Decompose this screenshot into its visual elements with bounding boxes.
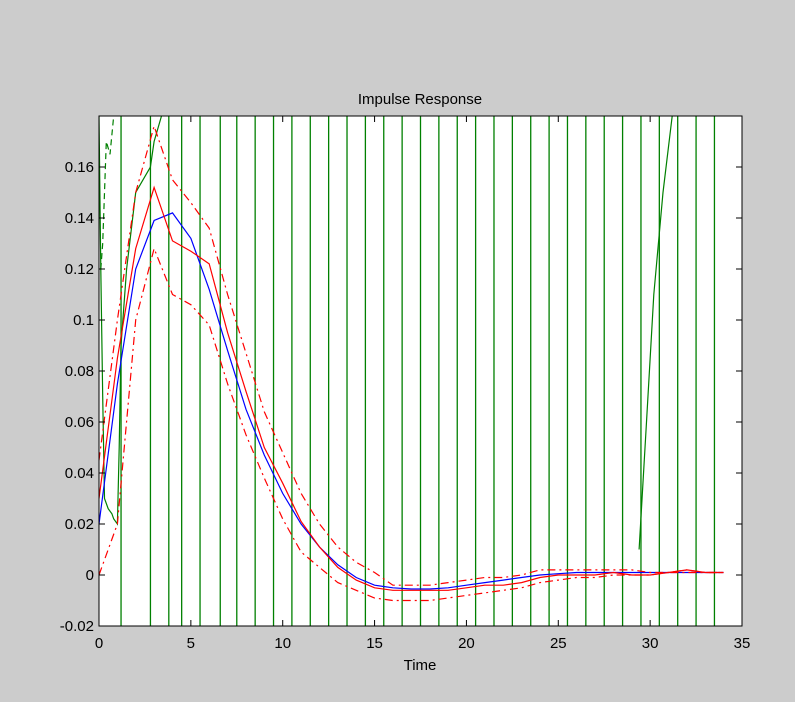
x-tick-label-0: 0 — [95, 635, 103, 652]
axis-ticks: 0 5 10 15 20 25 30 35-0.0200.020.040.060.080.10… — [60, 116, 751, 652]
y-tick-label-8: 0.14 — [65, 210, 94, 227]
green-lines-group — [120, 116, 716, 626]
y-tick-label-2: 0.02 — [65, 516, 94, 533]
series-line-2 — [638, 116, 673, 550]
x-tick-label-3: 15 — [366, 635, 383, 652]
y-tick-label-7: 0.12 — [65, 261, 94, 278]
series-line-3 — [99, 212, 724, 590]
x-tick-label-4: 20 — [458, 635, 475, 652]
y-tick-label-3: 0.04 — [65, 465, 94, 482]
x-tick-label-1: 5 — [187, 635, 195, 652]
series-line-1 — [100, 116, 115, 270]
series-line-6 — [99, 246, 724, 602]
y-tick-label-0: -0.02 — [60, 618, 94, 635]
y-tick-label-4: 0.06 — [65, 414, 94, 431]
x-tick-label-7: 35 — [734, 635, 751, 652]
x-tick-label-5: 25 — [550, 635, 567, 652]
x-axis-label: Time — [404, 657, 437, 674]
x-tick-label-6: 30 — [642, 635, 659, 652]
y-tick-label-6: 0.1 — [73, 312, 94, 329]
series-line-5 — [99, 124, 724, 586]
y-tick-label-5: 0.08 — [65, 363, 94, 380]
series-line-4 — [99, 185, 724, 591]
y-tick-label-1: 0 — [86, 567, 94, 584]
x-tick-label-2: 10 — [274, 635, 291, 652]
series-group — [99, 116, 724, 602]
y-tick-label-9: 0.16 — [65, 159, 94, 176]
chart-title: Impulse Response — [358, 91, 482, 108]
